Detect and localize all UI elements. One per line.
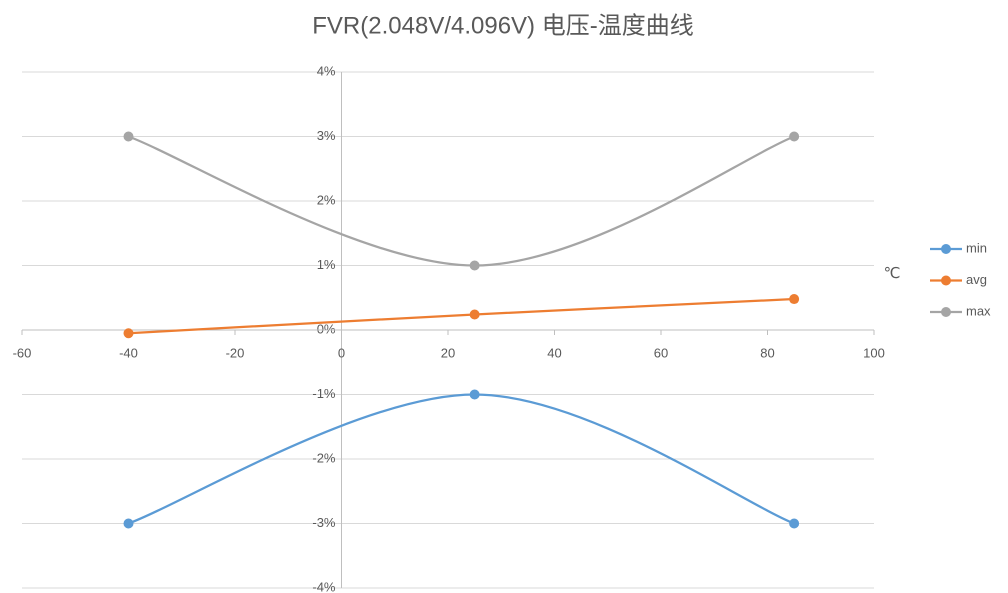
x-tick-label: 20	[441, 345, 455, 360]
y-tick-label: 0%	[317, 321, 336, 336]
x-tick-label: 80	[760, 345, 774, 360]
data-point	[123, 518, 134, 529]
x-tick-label: -40	[119, 345, 138, 360]
data-point	[789, 131, 800, 142]
data-point	[469, 309, 480, 320]
legend-label: avg	[966, 272, 987, 287]
x-tick-label: 40	[547, 345, 561, 360]
y-tick-label: 1%	[317, 257, 336, 272]
legend-label: max	[966, 303, 991, 318]
chart-title: FVR(2.048V/4.096V) 电压-温度曲线	[312, 12, 693, 39]
legend-marker	[941, 275, 951, 286]
x-tick-label: 0	[338, 345, 345, 360]
y-tick-label: -4%	[312, 579, 336, 593]
data-point	[789, 294, 800, 305]
y-tick-label: 4%	[317, 63, 336, 78]
y-tick-label: 3%	[317, 128, 336, 143]
x-tick-label: -60	[13, 345, 32, 360]
data-point	[123, 328, 134, 339]
legend-label: min	[966, 240, 987, 255]
y-tick-label: -1%	[312, 386, 336, 401]
data-point	[469, 389, 480, 400]
x-tick-label: -20	[226, 345, 245, 360]
legend-marker	[941, 244, 951, 254]
x-tick-label: 60	[654, 345, 668, 360]
x-tick-label: 100	[863, 345, 885, 360]
data-point	[469, 260, 480, 271]
x-axis-label: ℃	[884, 265, 901, 282]
data-point	[789, 518, 800, 529]
y-tick-label: -3%	[312, 515, 336, 530]
data-point	[123, 131, 134, 142]
series-line	[128, 297, 795, 335]
y-tick-label: 2%	[317, 192, 336, 207]
legend-marker	[941, 307, 951, 317]
y-tick-label: -2%	[312, 450, 336, 465]
